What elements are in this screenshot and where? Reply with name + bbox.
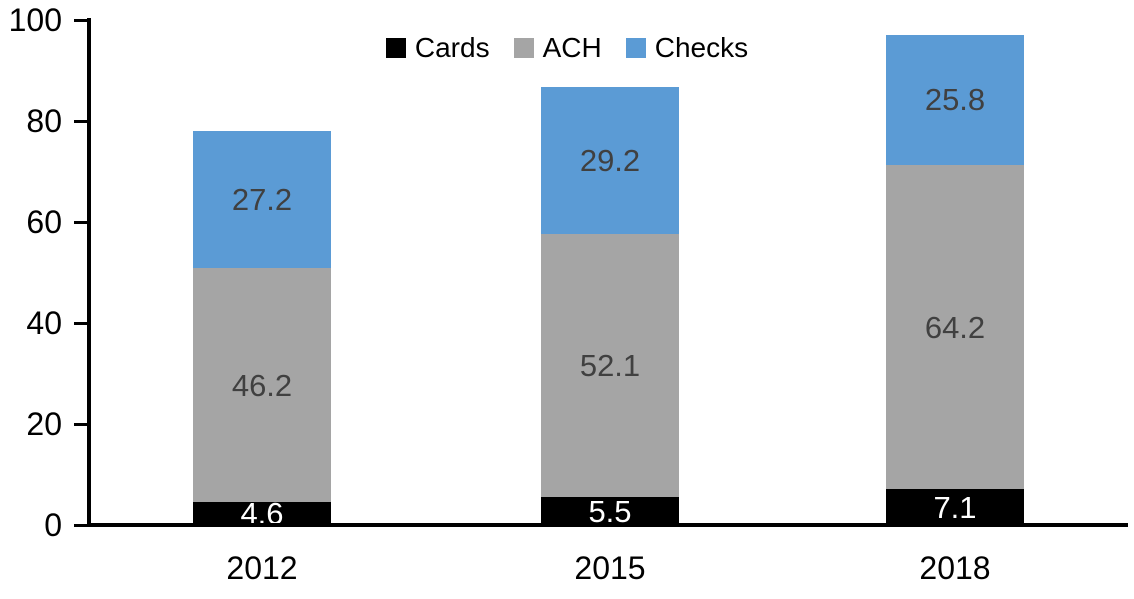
y-axis-tick [74,423,87,426]
bar-segment-ach-2015: 52.1 [541,234,679,498]
data-label: 29.2 [579,142,641,178]
y-axis-tick [74,120,87,123]
data-label: 27.2 [231,182,293,218]
data-label: 25.8 [924,82,986,118]
bar-segment-checks-2015: 29.2 [541,86,679,235]
y-axis-tick [74,221,87,224]
legend-swatch-icon [385,38,406,58]
data-label: 52.1 [579,348,641,384]
bar-segment-cards-2012: 4.6 [193,498,331,529]
y-axis-tick-label: 20 [26,406,62,442]
data-label: 64.2 [924,309,986,345]
legend-item-checks: Checks [625,32,749,63]
data-label: 5.5 [588,493,632,529]
data-label: 7.1 [933,489,977,525]
bar-segment-cards-2018: 7.1 [886,489,1024,525]
bar-segment-ach-2018: 64.2 [886,164,1024,490]
y-axis-tick [74,19,87,22]
legend-item-ach: ACH [513,32,602,63]
legend-label: Checks [654,32,749,63]
legend-swatch-icon [625,38,646,58]
y-axis-tick-label: 100 [8,2,62,38]
x-axis-tick-label: 2012 [226,550,298,586]
bar-segment-cards-2015: 5.5 [541,493,679,529]
x-axis-tick-label: 2015 [574,550,646,586]
legend-item-cards: Cards [385,32,490,63]
chart-legend: Cards ACH Checks [0,27,1134,69]
bar-segment-checks-2012: 27.2 [193,131,331,269]
legend-label: Cards [414,32,490,63]
y-axis-tick [74,322,87,325]
bar-segment-checks-2018: 25.8 [886,34,1024,165]
y-axis-tick-label: 60 [26,204,62,240]
x-axis-tick-label: 2018 [919,550,991,586]
bar-segment-ach-2012: 46.2 [193,268,331,502]
y-axis-tick-label: 0 [44,507,62,543]
y-axis-line [87,18,91,527]
legend-swatch-icon [513,38,534,58]
data-label: 46.2 [231,367,293,403]
y-axis-tick-label: 40 [26,305,62,341]
legend-label: ACH [542,32,602,63]
x-axis-line [87,523,1128,527]
y-axis-tick [74,524,87,527]
y-axis-tick-label: 80 [26,103,62,139]
